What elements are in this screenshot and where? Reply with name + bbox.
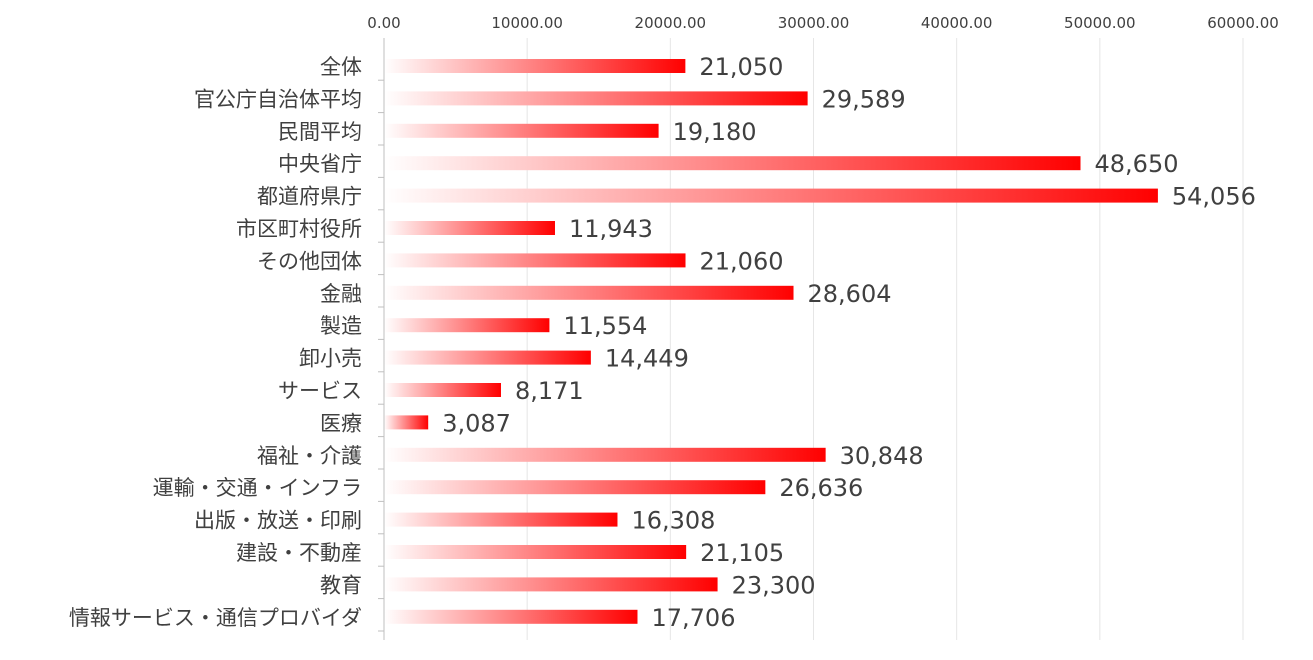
x-tick-label: 20000.00 <box>635 14 707 32</box>
data-label: 28,604 <box>808 280 892 308</box>
x-tick-label: 40000.00 <box>921 14 993 32</box>
bar <box>384 577 718 592</box>
bar <box>384 59 686 73</box>
category-label: 官公庁自治体平均 <box>194 87 362 111</box>
x-tick-label: 10000.00 <box>491 14 563 32</box>
bar <box>384 221 555 235</box>
bar <box>384 285 794 300</box>
category-label: 運輸・交通・インフラ <box>153 476 362 500</box>
data-labels: 21,050 29,589 19,180 48,650 54,056 11,943 21,0… <box>442 53 1256 632</box>
data-label: 21,050 <box>699 53 783 81</box>
category-labels: 全体官公庁自治体平均民間平均中央省庁都道府県庁市区町村役所その他団体金融製造卸小… <box>69 55 384 632</box>
data-label: 30,848 <box>840 442 924 470</box>
category-label: 卸小売 <box>299 347 362 371</box>
category-label: サービス <box>278 379 362 403</box>
x-tick-label: 0.00 <box>367 14 400 32</box>
data-label: 21,060 <box>700 247 784 275</box>
category-label: 福祉・介護 <box>257 444 362 468</box>
bar <box>384 383 501 397</box>
category-label: 教育 <box>320 573 362 597</box>
data-label: 26,636 <box>779 474 863 502</box>
bar <box>384 253 686 268</box>
x-axis-ticks: 0.00 10000.00 20000.00 30000.00 40000.00 5000… <box>367 14 1278 32</box>
category-label: 製造 <box>320 314 362 338</box>
data-label: 16,308 <box>631 507 715 535</box>
data-label: 48,650 <box>1095 150 1179 178</box>
bar <box>384 350 591 365</box>
category-label: 金融 <box>320 282 362 306</box>
category-label: 中央省庁 <box>278 152 362 176</box>
category-label: 市区町村役所 <box>236 217 362 241</box>
data-label: 21,105 <box>700 539 784 567</box>
data-label: 23,300 <box>732 571 816 599</box>
data-label: 8,171 <box>515 377 584 405</box>
bar <box>384 545 687 559</box>
category-label: 情報サービス・通信プロバイダ <box>69 606 362 630</box>
bar <box>384 447 826 462</box>
bar <box>384 188 1158 203</box>
data-label: 14,449 <box>605 345 689 373</box>
bar <box>384 123 659 138</box>
gridlines <box>526 38 1244 640</box>
data-label: 17,706 <box>651 604 735 632</box>
data-label: 11,943 <box>569 215 653 243</box>
bars <box>384 59 1158 624</box>
bar <box>384 415 429 430</box>
category-label: 都道府県庁 <box>257 185 362 209</box>
data-label: 19,180 <box>673 118 757 146</box>
bar <box>384 480 766 495</box>
category-label: 全体 <box>320 55 362 79</box>
category-label: 民間平均 <box>278 120 362 144</box>
data-label: 11,554 <box>563 312 647 340</box>
category-label: 出版・放送・印刷 <box>194 509 362 533</box>
data-label: 54,056 <box>1172 183 1256 211</box>
category-label: 医療 <box>320 411 362 435</box>
bar <box>384 512 618 527</box>
bar <box>384 156 1081 171</box>
bar <box>384 91 808 106</box>
x-tick-label: 50000.00 <box>1064 14 1136 32</box>
data-label: 3,087 <box>442 409 511 437</box>
category-label: その他団体 <box>257 249 362 273</box>
data-label: 29,589 <box>822 85 906 113</box>
x-tick-label: 30000.00 <box>778 14 850 32</box>
category-label: 建設・不動産 <box>236 541 362 565</box>
bar <box>384 609 638 624</box>
x-tick-label: 60000.00 <box>1207 14 1279 32</box>
bar <box>384 318 550 333</box>
